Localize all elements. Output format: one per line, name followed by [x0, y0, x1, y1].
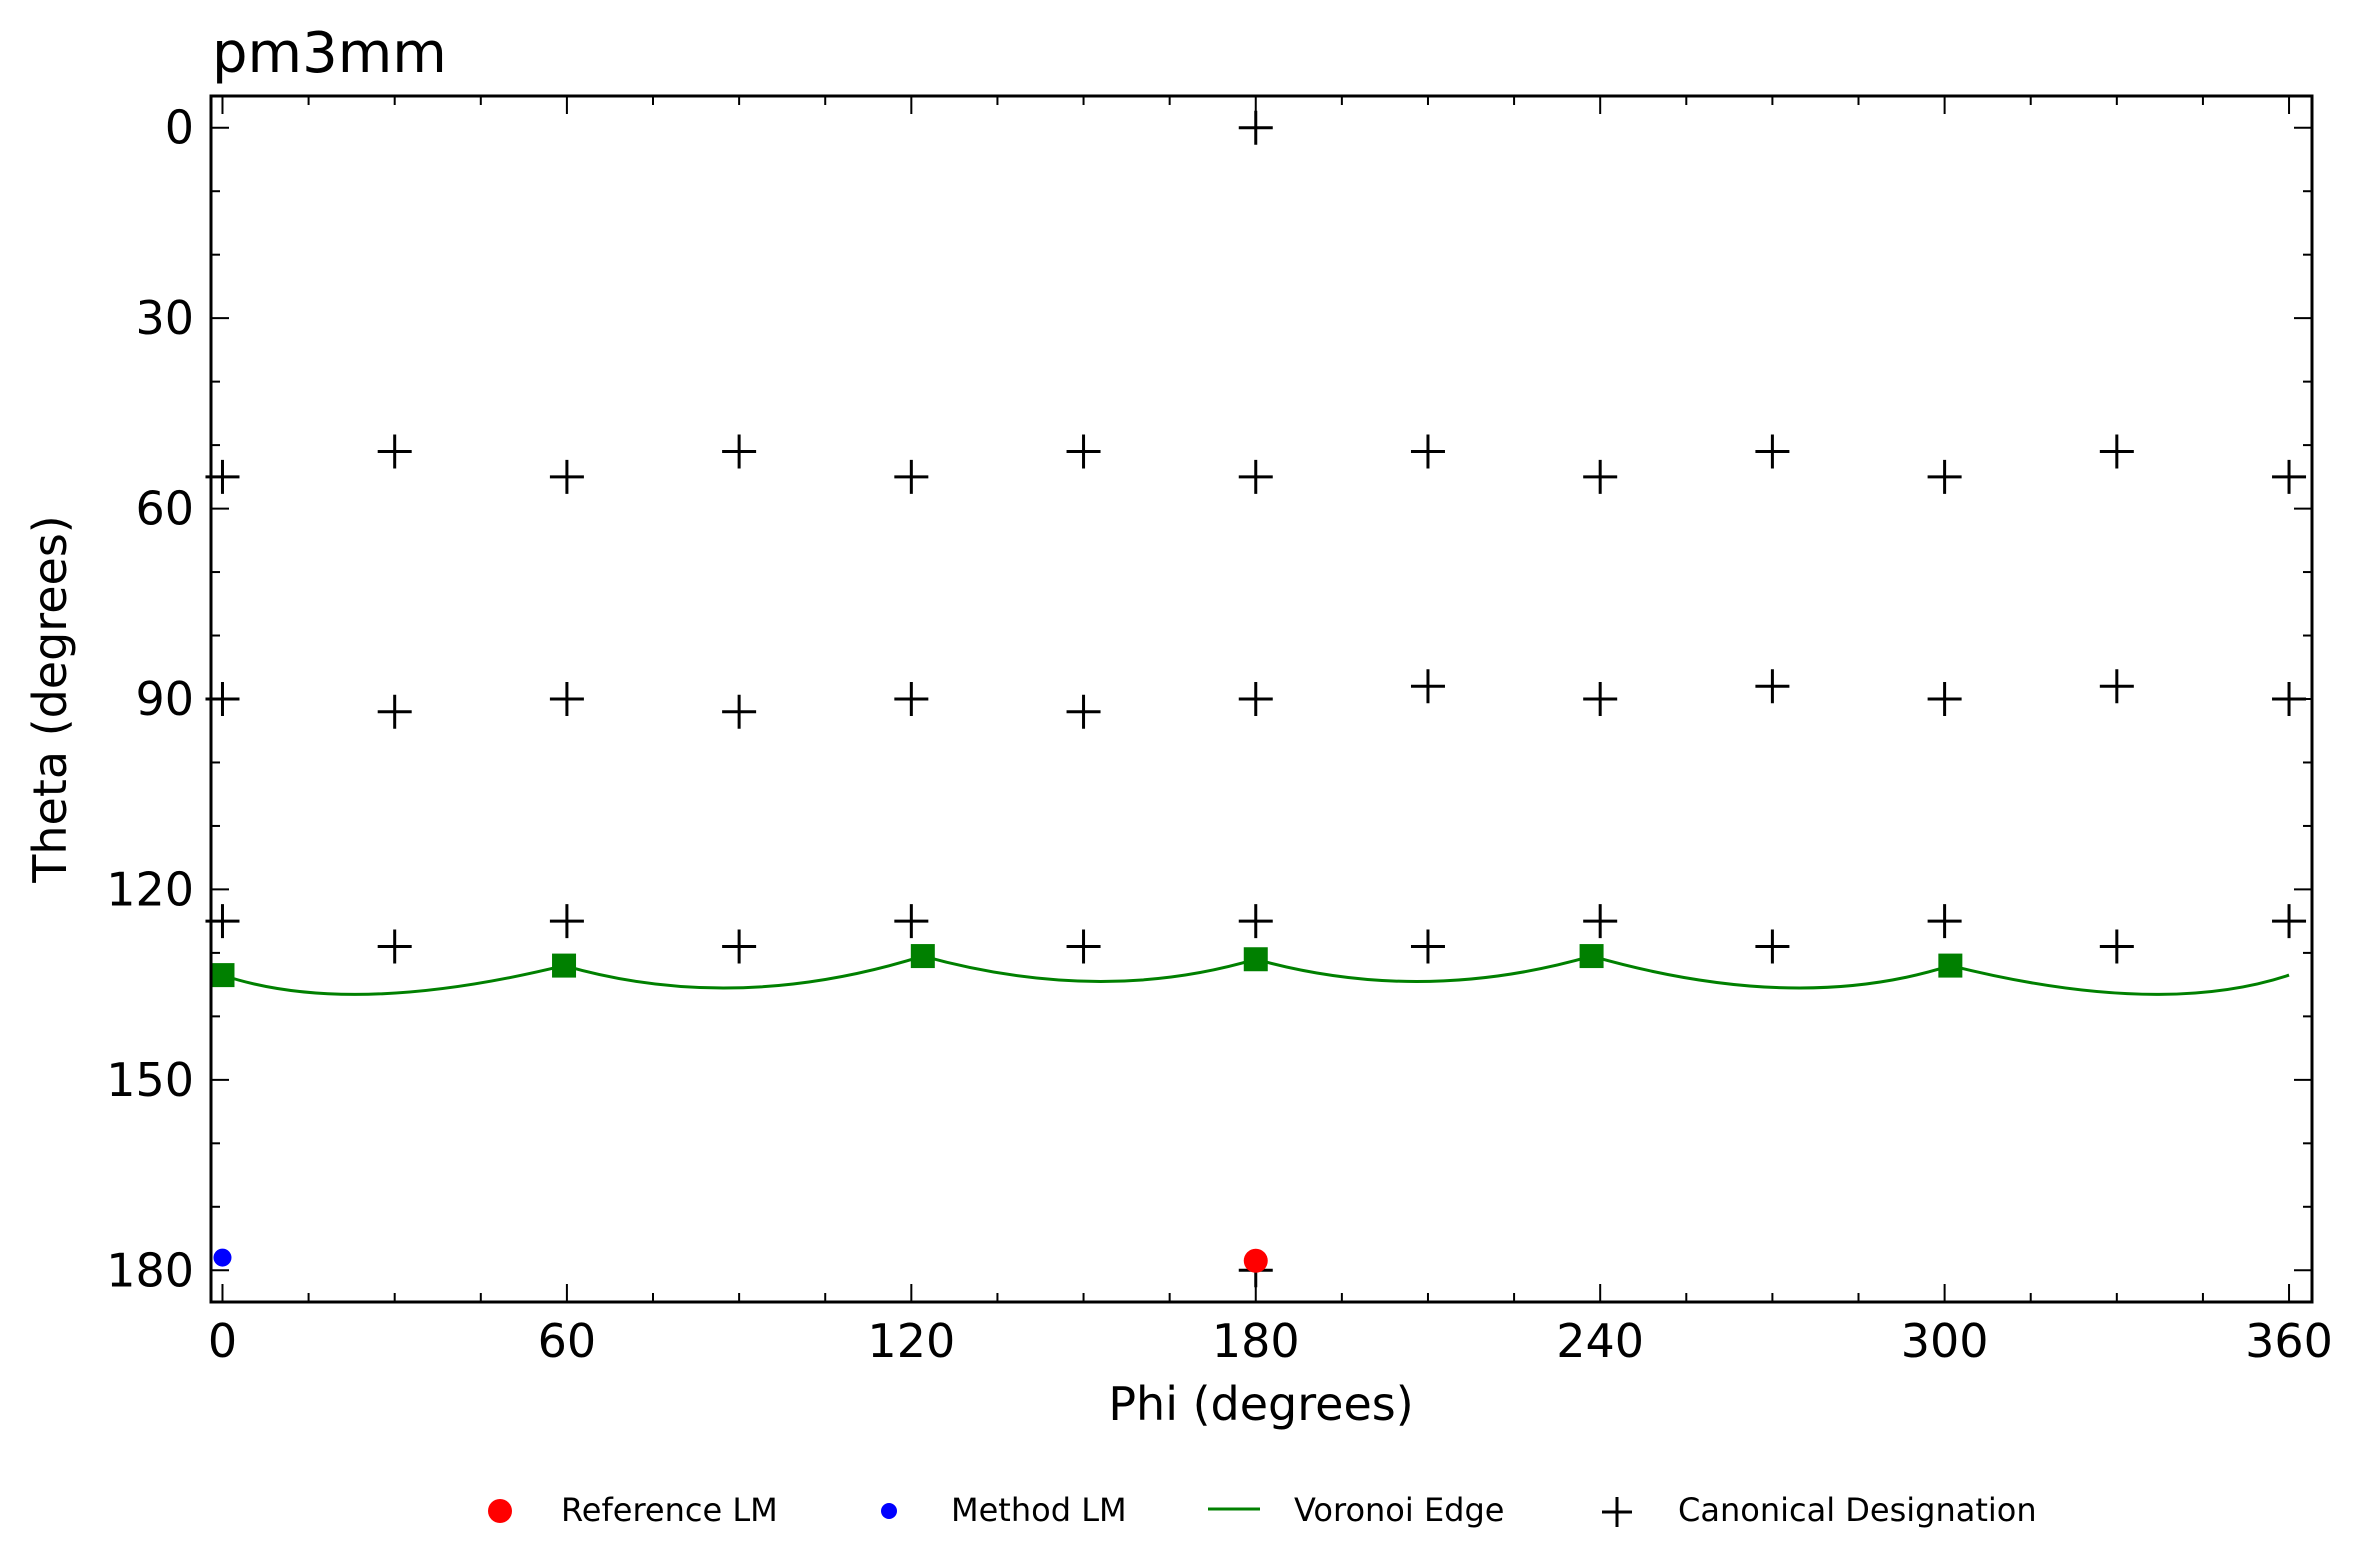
voronoi-vertex [910, 944, 935, 969]
canonical-point [377, 929, 412, 964]
canonical-point [1583, 459, 1618, 494]
y-tick-label: 30 [135, 291, 194, 345]
canonical-point [1927, 459, 1962, 494]
canonical-point [1583, 682, 1618, 716]
canonical-point [722, 434, 757, 469]
legend-label-method: Method LM [951, 1491, 1127, 1529]
canonical-point [2272, 682, 2307, 716]
canonical-point [1583, 904, 1618, 939]
legend-item-reference: Reference LM [488, 1491, 778, 1529]
canonical-point [2099, 434, 2134, 469]
canonical-point [1927, 904, 1962, 939]
plot-area: 0 60 120 180 240 300 360 0 30 60 90 120 150 180 [106, 96, 2333, 1368]
canonical-point [1238, 682, 1273, 716]
legend: Reference LM Method LM Voronoi Edge Cano… [488, 1491, 2037, 1529]
voronoi-vertex [210, 963, 235, 988]
voronoi-vertex [1243, 947, 1268, 972]
canonical-point [2272, 904, 2307, 939]
canonical-point [2272, 459, 2307, 494]
legend-item-voronoi: Voronoi Edge [1208, 1491, 1504, 1529]
canonical-point [549, 459, 584, 494]
legend-item-method: Method LM [881, 1491, 1127, 1529]
y-tick-label: 90 [135, 672, 194, 726]
canonical-point [894, 682, 929, 716]
canonical-point [1066, 694, 1101, 729]
legend-marker-canonical [1602, 1497, 1632, 1527]
canonical-point [722, 929, 757, 964]
x-tick-label: 300 [1901, 1314, 1989, 1368]
plot-frame [209, 94, 2314, 1304]
canonical-point [1927, 682, 1962, 716]
canonical-point [1755, 434, 1790, 469]
canonical-point [894, 904, 929, 939]
y-tick-label: 0 [165, 101, 194, 155]
y-tick-label: 150 [106, 1053, 194, 1107]
canonical-point [894, 459, 929, 494]
canonical-point [1755, 669, 1790, 704]
voronoi-vertex [1579, 944, 1604, 969]
canonical-point [1410, 434, 1445, 469]
canonical-point [1410, 669, 1445, 704]
canonical-point [1066, 434, 1101, 469]
canonical-point [1238, 110, 1273, 145]
legend-label-reference: Reference LM [561, 1491, 778, 1529]
y-tick-label: 120 [106, 862, 194, 916]
y-axis-label: Theta (degrees) [23, 515, 77, 883]
legend-marker-reference [488, 1499, 512, 1523]
canonical-point [1238, 904, 1273, 939]
canonical-point [1066, 929, 1101, 964]
legend-label-voronoi: Voronoi Edge [1294, 1491, 1504, 1529]
x-tick-label: 240 [1556, 1314, 1644, 1368]
canonical-point [549, 682, 584, 716]
canonical-point [1238, 459, 1273, 494]
y-tick-label: 180 [106, 1243, 194, 1297]
canonical-point [722, 694, 757, 729]
canonical-point [377, 434, 412, 469]
canonical-point [1410, 929, 1445, 964]
x-axis-label: Phi (degrees) [1108, 1377, 1413, 1431]
canonical-point [2099, 929, 2134, 964]
canonical-point [1755, 929, 1790, 964]
canonical-point [2099, 669, 2134, 704]
x-tick-label: 120 [867, 1314, 955, 1368]
canonical-point [549, 904, 584, 939]
x-tick-label: 0 [208, 1314, 237, 1368]
canonical-point [377, 694, 412, 729]
x-tick-label: 360 [2245, 1314, 2333, 1368]
chart-title: pm3mm [212, 21, 447, 86]
legend-marker-method [881, 1503, 897, 1519]
x-tick-label: 60 [538, 1314, 597, 1368]
y-tick-label: 60 [135, 482, 194, 536]
reference-lm-point [1243, 1248, 1268, 1273]
voronoi-vertex [552, 953, 577, 978]
legend-item-canonical: Canonical Designation [1602, 1491, 2037, 1529]
x-tick-label: 180 [1212, 1314, 1300, 1368]
method-lm-point [213, 1248, 232, 1267]
legend-label-canonical: Canonical Designation [1678, 1491, 2037, 1529]
voronoi-vertex [1938, 953, 1963, 978]
